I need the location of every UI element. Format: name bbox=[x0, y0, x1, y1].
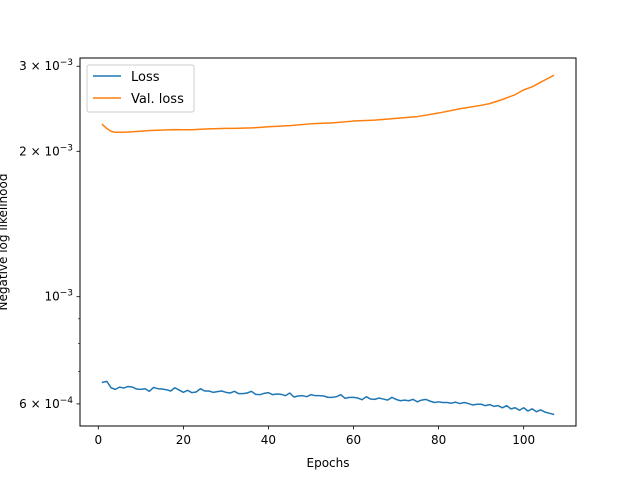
legend: Loss Val. loss bbox=[86, 64, 195, 113]
x-tick-label: 20 bbox=[176, 433, 191, 447]
x-axis-label: Epochs bbox=[307, 456, 350, 470]
x-tick-label: 80 bbox=[431, 433, 446, 447]
x-tick-label: 40 bbox=[261, 433, 276, 447]
x-tick-label: 60 bbox=[346, 433, 361, 447]
x-tick-label: 100 bbox=[512, 433, 535, 447]
y-axis: 6 × 10−4 10−3 2 × 10−3 3 × 10−3 bbox=[19, 58, 80, 411]
y-tick-label: 3 × 10−3 bbox=[19, 58, 73, 73]
y-axis-label: Negative log likelihood bbox=[0, 174, 10, 311]
legend-label-1: Loss bbox=[131, 70, 160, 85]
plot-lines bbox=[101, 74, 555, 416]
y-tick-label: 2 × 10−3 bbox=[19, 143, 73, 158]
y-tick-label: 6 × 10−4 bbox=[19, 396, 73, 411]
y-tick-label: 10−3 bbox=[44, 289, 73, 304]
axes-frame bbox=[79, 57, 577, 427]
x-axis: 0 20 40 60 80 100 bbox=[94, 426, 535, 447]
series-line-2 bbox=[101, 74, 555, 134]
legend-label-2: Val. loss bbox=[131, 92, 184, 107]
x-tick-label: 0 bbox=[94, 433, 102, 447]
series-line-1 bbox=[101, 380, 555, 416]
